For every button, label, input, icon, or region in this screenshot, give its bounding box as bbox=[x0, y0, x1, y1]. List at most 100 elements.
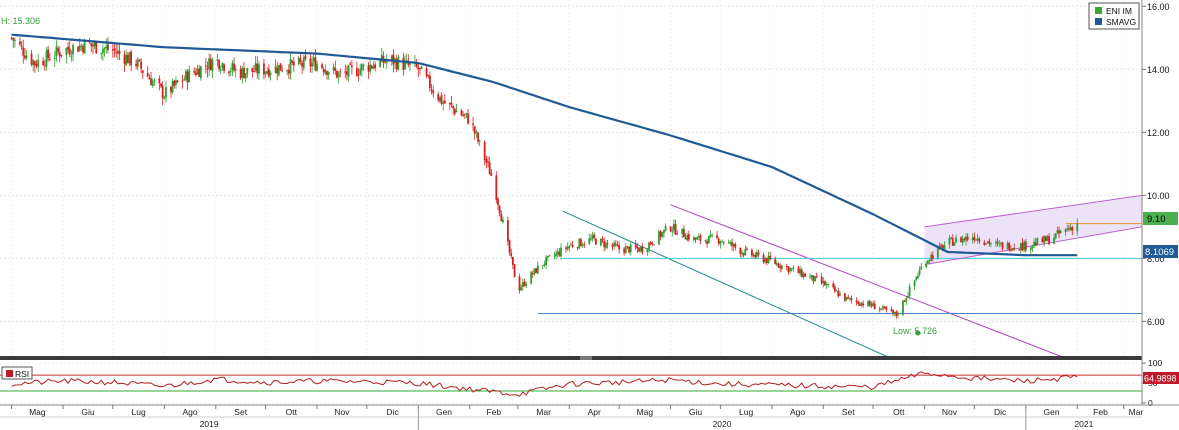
candle-body bbox=[907, 295, 909, 299]
candle-body bbox=[663, 229, 665, 234]
candle-body bbox=[475, 131, 478, 133]
candle-body bbox=[893, 311, 896, 314]
candle-body bbox=[744, 248, 747, 255]
x-month-label: Giu bbox=[689, 407, 703, 417]
x-month-label: Nov bbox=[334, 407, 350, 417]
candle-body bbox=[548, 255, 551, 257]
x-month-label: Ago bbox=[182, 407, 197, 417]
candle-body bbox=[616, 244, 619, 246]
candle-body bbox=[350, 65, 353, 68]
candle-body bbox=[1041, 238, 1044, 243]
x-month-label: Lug bbox=[739, 407, 753, 417]
candle-body bbox=[742, 253, 745, 256]
candle-body bbox=[312, 58, 315, 62]
candle-body bbox=[367, 65, 370, 72]
panel-separator[interactable] bbox=[0, 356, 1142, 360]
candle-body bbox=[488, 162, 491, 175]
candle-body bbox=[233, 63, 235, 71]
candle-body bbox=[593, 234, 596, 239]
candle-body bbox=[971, 237, 974, 241]
candle-body bbox=[126, 54, 129, 64]
candle-body bbox=[707, 236, 710, 244]
candle-body bbox=[699, 235, 702, 241]
candle-body bbox=[570, 244, 572, 246]
candle-body bbox=[928, 260, 931, 262]
candle-body bbox=[719, 241, 722, 245]
candle-body bbox=[204, 65, 207, 67]
candle-body bbox=[206, 68, 209, 70]
candle-body bbox=[334, 68, 337, 71]
candle-body bbox=[926, 260, 929, 264]
candle-body bbox=[525, 283, 528, 286]
candle-body bbox=[239, 68, 242, 79]
candle-body bbox=[485, 159, 488, 163]
separator-grip-icon[interactable] bbox=[580, 356, 592, 360]
rsi-line bbox=[11, 371, 1078, 397]
candle-body bbox=[792, 267, 795, 269]
candle-body bbox=[553, 255, 556, 257]
candle-body bbox=[281, 70, 284, 72]
x-month-label: Mag bbox=[29, 407, 46, 417]
candle-body bbox=[23, 55, 26, 59]
candle-body bbox=[646, 249, 649, 253]
candle-body bbox=[35, 63, 38, 67]
candle-body bbox=[581, 245, 584, 247]
candle-body bbox=[985, 243, 987, 245]
candle-body bbox=[1024, 241, 1027, 251]
candle-body bbox=[1008, 242, 1011, 251]
candle-body bbox=[897, 314, 899, 316]
candle-body bbox=[960, 237, 962, 243]
candle-body bbox=[648, 242, 650, 251]
candle-body bbox=[208, 58, 211, 69]
candle-body bbox=[158, 78, 161, 84]
candle-body bbox=[948, 237, 951, 245]
candle-body bbox=[599, 238, 602, 246]
candle-body bbox=[727, 242, 730, 244]
x-year-label: 2019 bbox=[200, 419, 219, 429]
candle-body bbox=[405, 59, 408, 61]
candle-body bbox=[1013, 248, 1016, 250]
candle-body bbox=[453, 108, 456, 114]
candle-body bbox=[835, 290, 838, 292]
candle-body bbox=[611, 244, 614, 247]
candle-body bbox=[304, 55, 307, 60]
candle-body bbox=[860, 302, 863, 306]
candle-body bbox=[892, 309, 894, 314]
candle-body bbox=[33, 61, 36, 66]
candle-body bbox=[809, 276, 811, 278]
candle-body bbox=[754, 254, 757, 258]
candle-body bbox=[681, 228, 684, 234]
x-month-label: Set bbox=[842, 407, 855, 417]
candle-body bbox=[1071, 227, 1074, 231]
candle-body bbox=[651, 243, 654, 245]
candle-body bbox=[998, 243, 1001, 245]
candle-body bbox=[357, 74, 360, 76]
y-tick-label: 16.00 bbox=[1147, 2, 1170, 12]
candle-body bbox=[843, 293, 846, 301]
candle-body bbox=[92, 44, 94, 47]
candle-body bbox=[697, 236, 700, 238]
candle-body bbox=[850, 298, 853, 301]
candle-body bbox=[185, 71, 187, 80]
candle-body bbox=[764, 259, 767, 263]
candle-body bbox=[847, 297, 850, 299]
candle-body bbox=[246, 68, 249, 74]
candle-body bbox=[824, 281, 826, 286]
candle-body bbox=[443, 100, 446, 104]
candle-body bbox=[543, 264, 546, 266]
candle-body bbox=[231, 62, 234, 71]
candle-body bbox=[477, 132, 479, 142]
candle-body bbox=[976, 238, 979, 241]
candle-body bbox=[47, 49, 50, 59]
candle-body bbox=[578, 238, 581, 249]
candle-body bbox=[953, 242, 956, 246]
candle-body bbox=[729, 241, 732, 244]
candle-body bbox=[1009, 249, 1012, 251]
candle-body bbox=[983, 242, 986, 245]
y-tick-label: 14.00 bbox=[1147, 65, 1170, 75]
candle-body bbox=[427, 75, 430, 77]
candle-body bbox=[790, 268, 793, 270]
candle-body bbox=[649, 241, 652, 245]
candle-body bbox=[425, 68, 428, 77]
candle-body bbox=[37, 59, 40, 67]
